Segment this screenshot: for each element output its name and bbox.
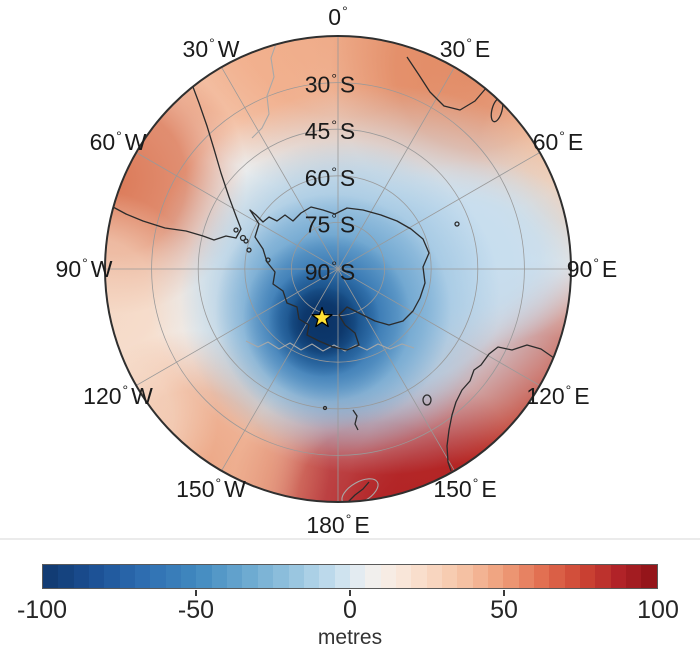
colorbar-step [518, 565, 534, 588]
coastlines [112, 56, 555, 502]
colorbar-step [73, 565, 90, 588]
tasmania-outline [422, 394, 432, 406]
colorbar-step [626, 565, 642, 588]
colorbar-step [119, 565, 136, 588]
lon-label-30E: 30° E [440, 35, 491, 62]
lat-label-75S: 75° S [305, 210, 356, 237]
colorbar-step [365, 565, 381, 588]
colorbar-step [181, 565, 197, 588]
colorbar-tick-label: -50 [177, 596, 215, 624]
lon-label-60W: 60° W [90, 128, 147, 155]
lon-label-150W: 150° W [176, 475, 246, 502]
colorbar-step [150, 565, 166, 588]
colorbar-tick-mark [349, 590, 351, 596]
small-island [454, 221, 460, 227]
colorbar-tick-mark [195, 590, 197, 596]
lat-label-30S: 30° S [305, 71, 356, 98]
colorbar-step [457, 565, 473, 588]
figure-divider [0, 538, 700, 540]
polar-map: 0° 30° E 60° E 90° E 120° E 150° E 180° E 150° W 120° W 9… [56, 3, 618, 538]
lat-label-60S: 60° S [305, 164, 356, 191]
lon-label-120W: 120° W [83, 382, 153, 409]
small-island [322, 405, 328, 411]
colorbar-step [549, 565, 565, 588]
colorbar-step [380, 565, 396, 588]
australia-coastline [446, 344, 555, 472]
colorbar-tick-label: 50 [490, 596, 518, 624]
colorbar-step [595, 565, 611, 588]
latitude-labels: 30° S 45° S 60° S 75° S 90° S [305, 71, 356, 285]
small-island [243, 238, 249, 244]
colorbar-step [303, 565, 320, 588]
colorbar-step [534, 565, 550, 588]
lon-label-90E: 90° E [567, 255, 618, 282]
colorbar-unit-label: metres [317, 626, 383, 649]
colorbar-step [43, 565, 59, 588]
colorbar-step [349, 565, 366, 588]
colorbar-step [395, 565, 412, 588]
colorbar-gradient [42, 564, 658, 589]
colorbar-tick-label: -100 [16, 596, 68, 624]
colorbar-step [135, 565, 151, 588]
longitude-labels: 0° 30° E 60° E 90° E 120° E 150° E 180° E 150° W 120° W 9… [56, 3, 618, 538]
colorbar-step [641, 565, 657, 588]
lon-label-180E: 180° E [306, 511, 369, 538]
map-field-area [105, 36, 571, 502]
colorbar-tick-label: 100 [637, 596, 679, 624]
lon-label-150E: 150° E [433, 475, 496, 502]
lat-label-45S: 45° S [305, 117, 356, 144]
colorbar-step [411, 565, 427, 588]
colorbar-step [58, 565, 74, 588]
colorbar-step [211, 565, 228, 588]
south-pole-star-marker [311, 306, 333, 328]
antarctica-coastline [249, 206, 430, 351]
colorbar-step [319, 565, 335, 588]
new-zealand-coastline [346, 481, 370, 502]
colorbar-tick-mark [503, 590, 505, 596]
colorbar-step [165, 565, 182, 588]
colorbar-step [288, 565, 304, 588]
colorbar-step [334, 565, 350, 588]
colorbar-step [89, 565, 105, 588]
colorbar-step [487, 565, 504, 588]
colorbar-step [104, 565, 120, 588]
colorbar-tick-label: 0 [343, 596, 357, 624]
island-sliver [352, 409, 359, 431]
map-boundary-circle [104, 35, 572, 503]
graticule [105, 36, 571, 502]
small-island [246, 247, 252, 253]
colorbar-step [242, 565, 258, 588]
colorbar-step [227, 565, 243, 588]
small-island [239, 234, 247, 242]
colorbar-step [610, 565, 627, 588]
small-island [265, 257, 271, 263]
colorbar-step [441, 565, 458, 588]
colorbar-step [503, 565, 519, 588]
lon-label-60E: 60° E [533, 128, 584, 155]
lon-label-30W: 30° W [183, 35, 240, 62]
lon-label-120E: 120° E [526, 382, 589, 409]
colorbar-step [426, 565, 442, 588]
lon-label-90W: 90° W [56, 255, 113, 282]
colorbar-step [472, 565, 488, 588]
colorbar-step [273, 565, 289, 588]
small-island [233, 227, 239, 233]
lat-label-90S: 90° S [305, 258, 356, 285]
colorbar-step [580, 565, 596, 588]
south-america-coastline [112, 86, 242, 241]
lon-label-0: 0° [328, 3, 347, 30]
colorbar-step [196, 565, 212, 588]
colorbar-step [257, 565, 274, 588]
colorbar-step [564, 565, 581, 588]
